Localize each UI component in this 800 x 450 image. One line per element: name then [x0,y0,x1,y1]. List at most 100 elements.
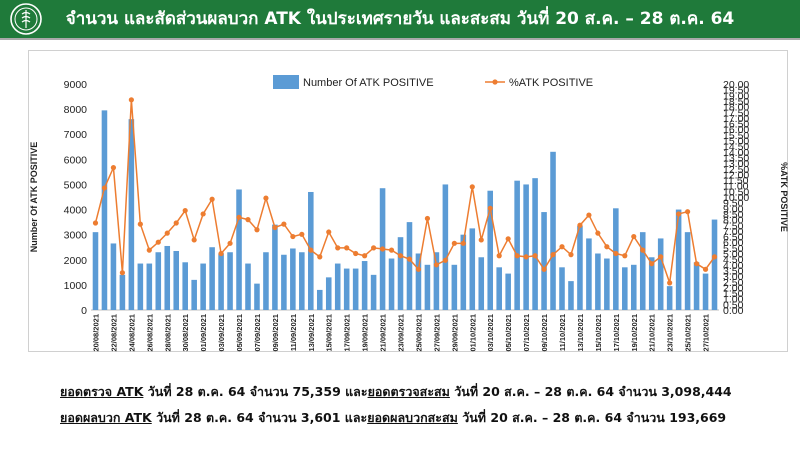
summary-positive-text2: วันที่ 20 ส.ค. – 28 ต.ค. 64 จำนวน 193,66… [457,410,727,425]
bar [272,224,278,310]
pct-point [236,214,242,220]
pct-point [460,240,466,246]
bar [406,222,413,310]
bar [666,286,673,310]
bar [263,252,269,310]
pct-point [604,244,610,250]
bar [487,190,494,310]
bar [236,189,242,310]
pct-point [595,230,601,236]
bar [496,267,502,310]
pct-point [514,253,520,259]
y2-tick-label: 14.50 [723,141,749,153]
pct-point [676,211,682,217]
bar [182,262,188,310]
bar [469,228,476,310]
pct-point [155,239,161,245]
bar [164,245,171,310]
pct-point [559,244,565,250]
y2-tick-label: 17.50 [723,107,749,119]
bar [568,281,574,310]
x-tick-label: 07/09/2021 [253,314,262,352]
y2-tick-label: 5.00 [723,249,744,261]
pct-point [245,217,251,223]
y2-tick-label: 20.00 [723,79,749,91]
summary-positive-label2: ยอดผลบวกสะสม [367,410,458,425]
moph-logo-icon [10,3,42,35]
x-tick-label: 17/10/2021 [612,314,621,352]
pct-point [92,220,99,226]
x-tick-label: 01/09/2021 [199,314,208,352]
atk-chart: 0 1000 2000 3000 4000 5000 6000 7000 8000 9000 0.0… [29,75,789,352]
bar [702,273,709,310]
bar [110,243,117,310]
bar [442,184,449,310]
bar [613,208,619,310]
header-bar: จำนวน และสัดส่วนผลบวก ATK ในประเทศรายวัน… [0,0,800,38]
x-tick-label: 13/09/2021 [307,314,316,352]
x-tick-label: 21/09/2021 [379,314,388,352]
pct-point [442,257,448,263]
y2-tick-label: 5.50 [723,243,744,255]
bar [595,253,601,310]
summary-tests-label2: ยอดตรวจสะสม [367,384,450,399]
bar [388,258,395,310]
pct-point [335,245,341,251]
y2-tick-label: 9.00 [723,203,744,215]
pct-series-line [94,99,716,284]
pct-point [227,240,233,246]
bar [128,119,135,311]
bar [146,263,153,310]
bar [173,250,180,310]
y-tick-label: 4000 [64,205,88,217]
bar [532,178,538,310]
bar [361,261,368,310]
legend-bar-label: Number Of ATK POSITIVE [303,77,434,89]
y2-tick-label: 8.50 [723,209,744,221]
bar [604,258,610,310]
bar [290,248,296,310]
x-tick-label: 27/09/2021 [432,314,441,352]
x-tick-label: 11/10/2021 [558,314,567,351]
y2-tick-label: 12.50 [723,164,749,176]
pct-point [711,254,718,260]
pct-point [532,253,538,259]
bar [675,209,682,310]
summary-line-positive: ยอดผลบวก ATK วันที่ 28 ต.ค. 64 จำนวน 3,6… [60,408,726,428]
y2-tick-label: 0.50 [723,299,744,311]
bar [200,263,206,310]
pct-point [685,209,691,215]
x-tick-label: 28/08/2021 [163,314,172,352]
pct-point [406,256,413,262]
y2-tick-label: 7.50 [723,220,744,232]
y-tick-label: 3000 [64,230,88,242]
y2-tick-label: 13.50 [723,152,749,164]
bar [577,225,583,310]
x-tick-label: 03/09/2021 [217,314,226,352]
pct-point [658,254,664,260]
y2-tick-label: 1.00 [723,294,744,306]
y2-tick-label: 4.50 [723,254,744,266]
pct-point [101,185,108,191]
bar [254,283,260,310]
bar [299,252,305,310]
bar [657,238,664,310]
y2-tick-label: 15.00 [723,136,749,148]
pct-point [505,236,511,242]
bar [281,254,287,310]
bar [433,252,440,310]
pct-point [541,266,547,272]
bar [245,263,251,310]
y-axis-title: Number Of ATK POSITIVE [29,142,39,253]
x-tick-label: 26/08/2021 [145,314,154,352]
y2-tick-label: 2.00 [723,282,744,294]
bar [622,267,628,310]
x-tick-label: 25/09/2021 [414,314,423,352]
x-tick-label: 25/10/2021 [684,314,693,352]
y2-tick-label: 12.00 [723,169,749,181]
pct-point [371,245,377,251]
pct-point [119,270,125,276]
x-tick-label: 19/09/2021 [361,314,370,352]
pct-point [281,221,287,227]
pct-point [209,196,215,202]
